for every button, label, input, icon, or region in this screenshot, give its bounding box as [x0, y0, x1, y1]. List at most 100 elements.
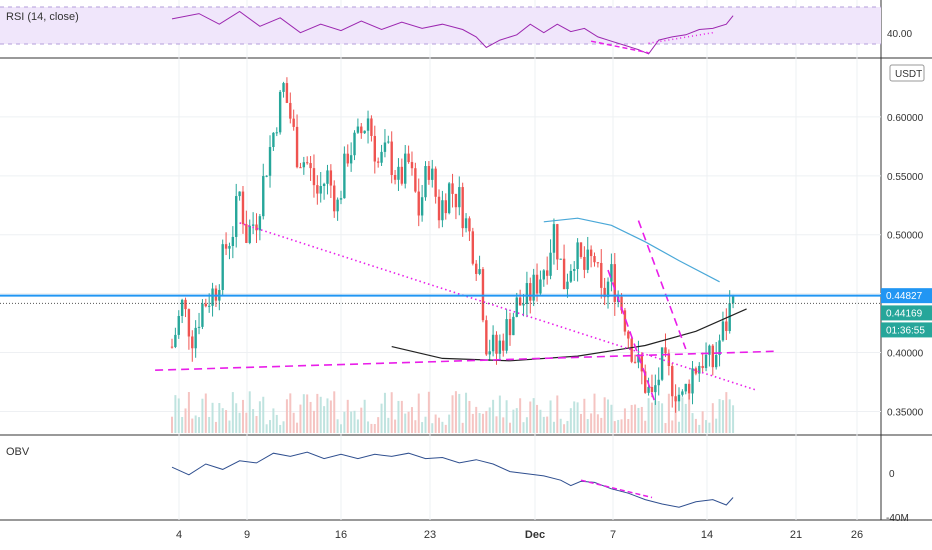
candle-body — [475, 263, 478, 274]
candle-body — [251, 224, 255, 226]
volume-bar — [309, 401, 312, 433]
volume-bar — [461, 422, 464, 433]
time-tick-label: Dec — [525, 529, 545, 541]
candle-body — [346, 153, 349, 164]
currency-badge[interactable] — [889, 64, 925, 82]
volume-bar — [684, 403, 687, 433]
candle-body — [245, 224, 248, 243]
volume-bar — [218, 403, 221, 433]
volume-bar — [542, 416, 545, 433]
volume-bar — [711, 403, 714, 433]
candle-body — [184, 299, 187, 310]
volume-bar — [532, 398, 535, 433]
volume-bar — [377, 417, 380, 433]
volume-bar — [441, 421, 444, 433]
candle-body — [647, 386, 650, 393]
volume-bar — [664, 423, 667, 433]
candle-body — [512, 316, 515, 336]
obv-line — [171, 451, 734, 508]
candle-body — [667, 353, 671, 366]
candle-body — [424, 166, 427, 198]
volume-bar — [475, 406, 478, 433]
candle-body — [606, 281, 610, 298]
price-axis[interactable]: 0.600000.550000.500000.450000.400000.350… — [887, 113, 924, 419]
candle-body — [691, 368, 694, 394]
volume-bar — [407, 411, 410, 433]
volume-bar — [468, 400, 471, 433]
volume-bar — [231, 392, 234, 433]
candle-body — [187, 309, 191, 337]
trend-line[interactable] — [607, 269, 657, 404]
volume-bar — [312, 410, 315, 433]
candle-body — [654, 385, 657, 393]
candle-body — [549, 252, 552, 276]
volume-bar — [603, 397, 606, 433]
volume-bar — [262, 396, 265, 433]
volume-bar — [634, 404, 637, 433]
trend-line[interactable] — [155, 350, 774, 372]
volume-bar — [519, 398, 522, 433]
time-tick-label: 23 — [424, 529, 436, 541]
candle-body — [420, 197, 424, 216]
volume-bar — [241, 399, 244, 433]
rsi-divergence-line — [590, 40, 649, 54]
volume-bar — [552, 421, 555, 433]
candle-body — [637, 354, 640, 363]
candle-body — [177, 315, 180, 335]
time-tick-label: 26 — [851, 529, 863, 541]
obv-divergence-line — [580, 479, 653, 499]
candle-body — [454, 193, 458, 208]
candle-body — [644, 371, 647, 393]
volume-bar — [579, 413, 582, 433]
candle-body — [265, 175, 268, 177]
candle-body — [383, 142, 387, 152]
volume-bar — [177, 398, 180, 433]
volume-bar — [529, 401, 532, 433]
volume-bar — [590, 413, 593, 433]
candle-body — [434, 168, 437, 197]
volume-bar — [512, 409, 515, 433]
candle-body — [671, 365, 674, 397]
candle-body — [464, 218, 468, 229]
volume-bar — [444, 424, 447, 433]
volume-bar — [471, 413, 474, 433]
candle-body — [414, 168, 417, 192]
candle-body — [627, 331, 630, 339]
time-tick-label: 21 — [790, 529, 802, 541]
volume-bar — [289, 393, 292, 433]
candle-body — [498, 340, 502, 354]
candle-body — [387, 141, 390, 143]
volume-bar — [617, 419, 620, 433]
candle-body — [721, 321, 725, 341]
candle-body — [573, 269, 576, 271]
trend-line[interactable] — [637, 220, 687, 350]
volume-bar — [211, 402, 214, 433]
candle-body — [586, 249, 589, 270]
candle-body — [569, 270, 573, 282]
volume-bar — [184, 408, 187, 433]
rsi-trend-line — [648, 31, 713, 45]
candle-body — [623, 310, 627, 332]
candle-body — [336, 199, 339, 212]
candle-body — [505, 319, 508, 351]
volume-bar — [657, 401, 660, 433]
obv-tick-zero: 0 — [889, 469, 895, 480]
volume-bar — [438, 417, 441, 433]
volume-bar — [600, 417, 603, 433]
candle-body — [515, 297, 518, 317]
trend-line[interactable] — [239, 222, 757, 391]
volume-bar — [174, 395, 177, 433]
volume-bar — [272, 408, 275, 433]
volume-bar — [194, 415, 197, 433]
candle-body — [312, 168, 316, 186]
candle-body — [373, 135, 376, 162]
candle-body — [437, 196, 441, 221]
rsi-label: RSI (14, close) — [6, 11, 79, 23]
volume-bar — [394, 419, 397, 433]
candle-body — [191, 336, 194, 349]
time-axis[interactable]: 4 9 16 23 Dec 7 14 21 26 — [176, 529, 863, 541]
volume-bar — [637, 407, 640, 433]
volume-bar — [360, 407, 363, 433]
candle-body — [224, 244, 228, 249]
